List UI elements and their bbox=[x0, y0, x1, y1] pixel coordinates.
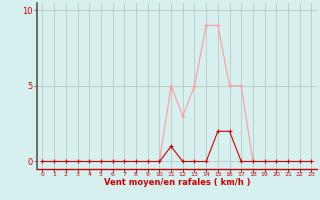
X-axis label: Vent moyen/en rafales ( km/h ): Vent moyen/en rafales ( km/h ) bbox=[104, 178, 250, 187]
